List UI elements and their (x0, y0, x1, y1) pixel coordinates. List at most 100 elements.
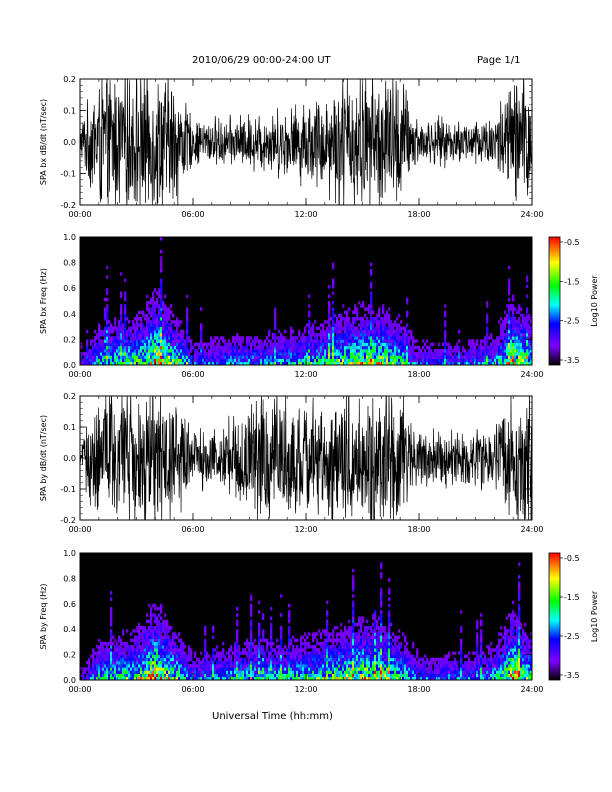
spectrogram-cell (344, 320, 347, 324)
spectrogram-cell (352, 342, 355, 347)
spectrogram-cell (132, 673, 135, 678)
spectrogram-cell (164, 342, 167, 347)
spectrogram-cell (512, 326, 515, 331)
spectrogram-cell (164, 622, 167, 627)
spectrogram-cell (178, 320, 181, 324)
spectrogram-cell (490, 355, 493, 359)
spectrogram-cell (144, 676, 147, 681)
spectrogram-cell (142, 635, 145, 640)
spectrogram-cell (290, 667, 293, 671)
spectrogram-cell (402, 333, 405, 337)
spectrogram-cell (362, 329, 365, 334)
spectrogram-cell (348, 667, 351, 671)
spectrogram-cell (398, 352, 401, 356)
spectrogram-cell (270, 638, 273, 643)
spectrogram-cell (160, 329, 163, 334)
spectrogram-cell (358, 638, 361, 643)
spectrogram-cell (342, 648, 345, 652)
spectrogram-cell (186, 339, 189, 343)
spectrogram-cell (372, 320, 375, 324)
spectrogram-cell (216, 670, 219, 674)
spectrogram-cell (496, 336, 499, 340)
spectrogram-cell (282, 352, 285, 356)
spectrogram-cell (258, 339, 261, 343)
spectrogram-cell (158, 294, 161, 299)
spectrogram-cell (512, 297, 515, 302)
spectrogram-cell (518, 345, 521, 350)
spectrogram-cell (302, 667, 305, 671)
spectrogram-cell (148, 355, 151, 359)
spectrogram-cell (112, 641, 115, 646)
spectrogram-cell (292, 349, 295, 353)
spectrogram-cell (496, 358, 499, 363)
spectrogram-cell (136, 361, 139, 366)
spectrogram-cell (100, 654, 103, 659)
spectrogram-cell (332, 317, 335, 321)
spectrogram-cell (434, 361, 437, 366)
spectrogram-cell (94, 329, 97, 334)
spectrogram-cell (342, 670, 345, 674)
spectrogram-cell (374, 654, 377, 659)
spectrogram-cell (220, 349, 223, 353)
spectrogram-cell (322, 355, 325, 359)
spectrogram-cell (102, 641, 105, 646)
spectrogram-cell (200, 660, 203, 665)
spectrogram-cell (346, 310, 349, 315)
spectrogram-cell (182, 657, 185, 662)
spectrogram-cell (96, 345, 99, 350)
spectrogram-cell (388, 349, 391, 353)
spectrogram-cell (112, 355, 115, 359)
spectrogram-cell (366, 349, 369, 353)
spectrogram-cell (338, 333, 341, 337)
spectrogram-cell (262, 629, 265, 633)
spectrogram-cell (204, 651, 207, 655)
spectrogram-cell (324, 654, 327, 659)
spectrogram-cell (296, 358, 299, 363)
spectrogram-cell (158, 648, 161, 652)
spectrogram-cell (372, 616, 375, 620)
spectrogram-cell (148, 307, 151, 311)
spectrogram-cell (492, 355, 495, 359)
spectrogram-cell (492, 358, 495, 363)
spectrogram-cell (156, 654, 159, 659)
spectrogram-cell (168, 355, 171, 359)
spectrogram-cell (194, 673, 197, 678)
spectrogram-cell (162, 342, 165, 347)
spectrogram-cell (280, 657, 283, 662)
spectrogram-cell (336, 339, 339, 343)
spectrogram-cell (290, 676, 293, 681)
spectrogram-cell (290, 651, 293, 655)
spectrogram-cell (254, 345, 257, 350)
spectrogram-cell (160, 654, 163, 659)
spectrogram-cell (178, 632, 181, 636)
spectrogram-cell (362, 670, 365, 674)
spectrogram-cell (356, 336, 359, 340)
spectrogram-cell (396, 323, 399, 327)
spectrogram-cell (512, 352, 515, 356)
spectrogram-cell (328, 349, 331, 353)
spectrogram-cell (140, 664, 143, 668)
spectrogram-cell (104, 651, 107, 655)
spectrogram-cell (118, 664, 121, 668)
spectrogram-cell (318, 657, 321, 662)
spectrogram-cell (324, 342, 327, 347)
spectrogram-cell (272, 361, 275, 366)
spectrogram-cell (158, 651, 161, 655)
spectrogram-cell (230, 660, 233, 665)
spectrogram-cell (376, 664, 379, 668)
spectrogram-cell (212, 654, 215, 659)
spectrogram-cell (122, 339, 125, 343)
spectrogram-cell (164, 307, 167, 311)
spectrogram-cell (248, 670, 251, 674)
spectrogram-cell (250, 597, 253, 601)
spectrogram-cell (378, 670, 381, 674)
spectrogram-cell (256, 352, 259, 356)
spectrogram-cell (144, 645, 147, 649)
spectrogram-cell (398, 342, 401, 347)
spectrogram-cell (364, 657, 367, 662)
spectrogram-cell (458, 339, 461, 343)
spectrogram-cell (244, 673, 247, 678)
spectrogram-cell (220, 670, 223, 674)
spectrogram-cell (86, 676, 89, 681)
spectrogram-cell (98, 676, 101, 681)
